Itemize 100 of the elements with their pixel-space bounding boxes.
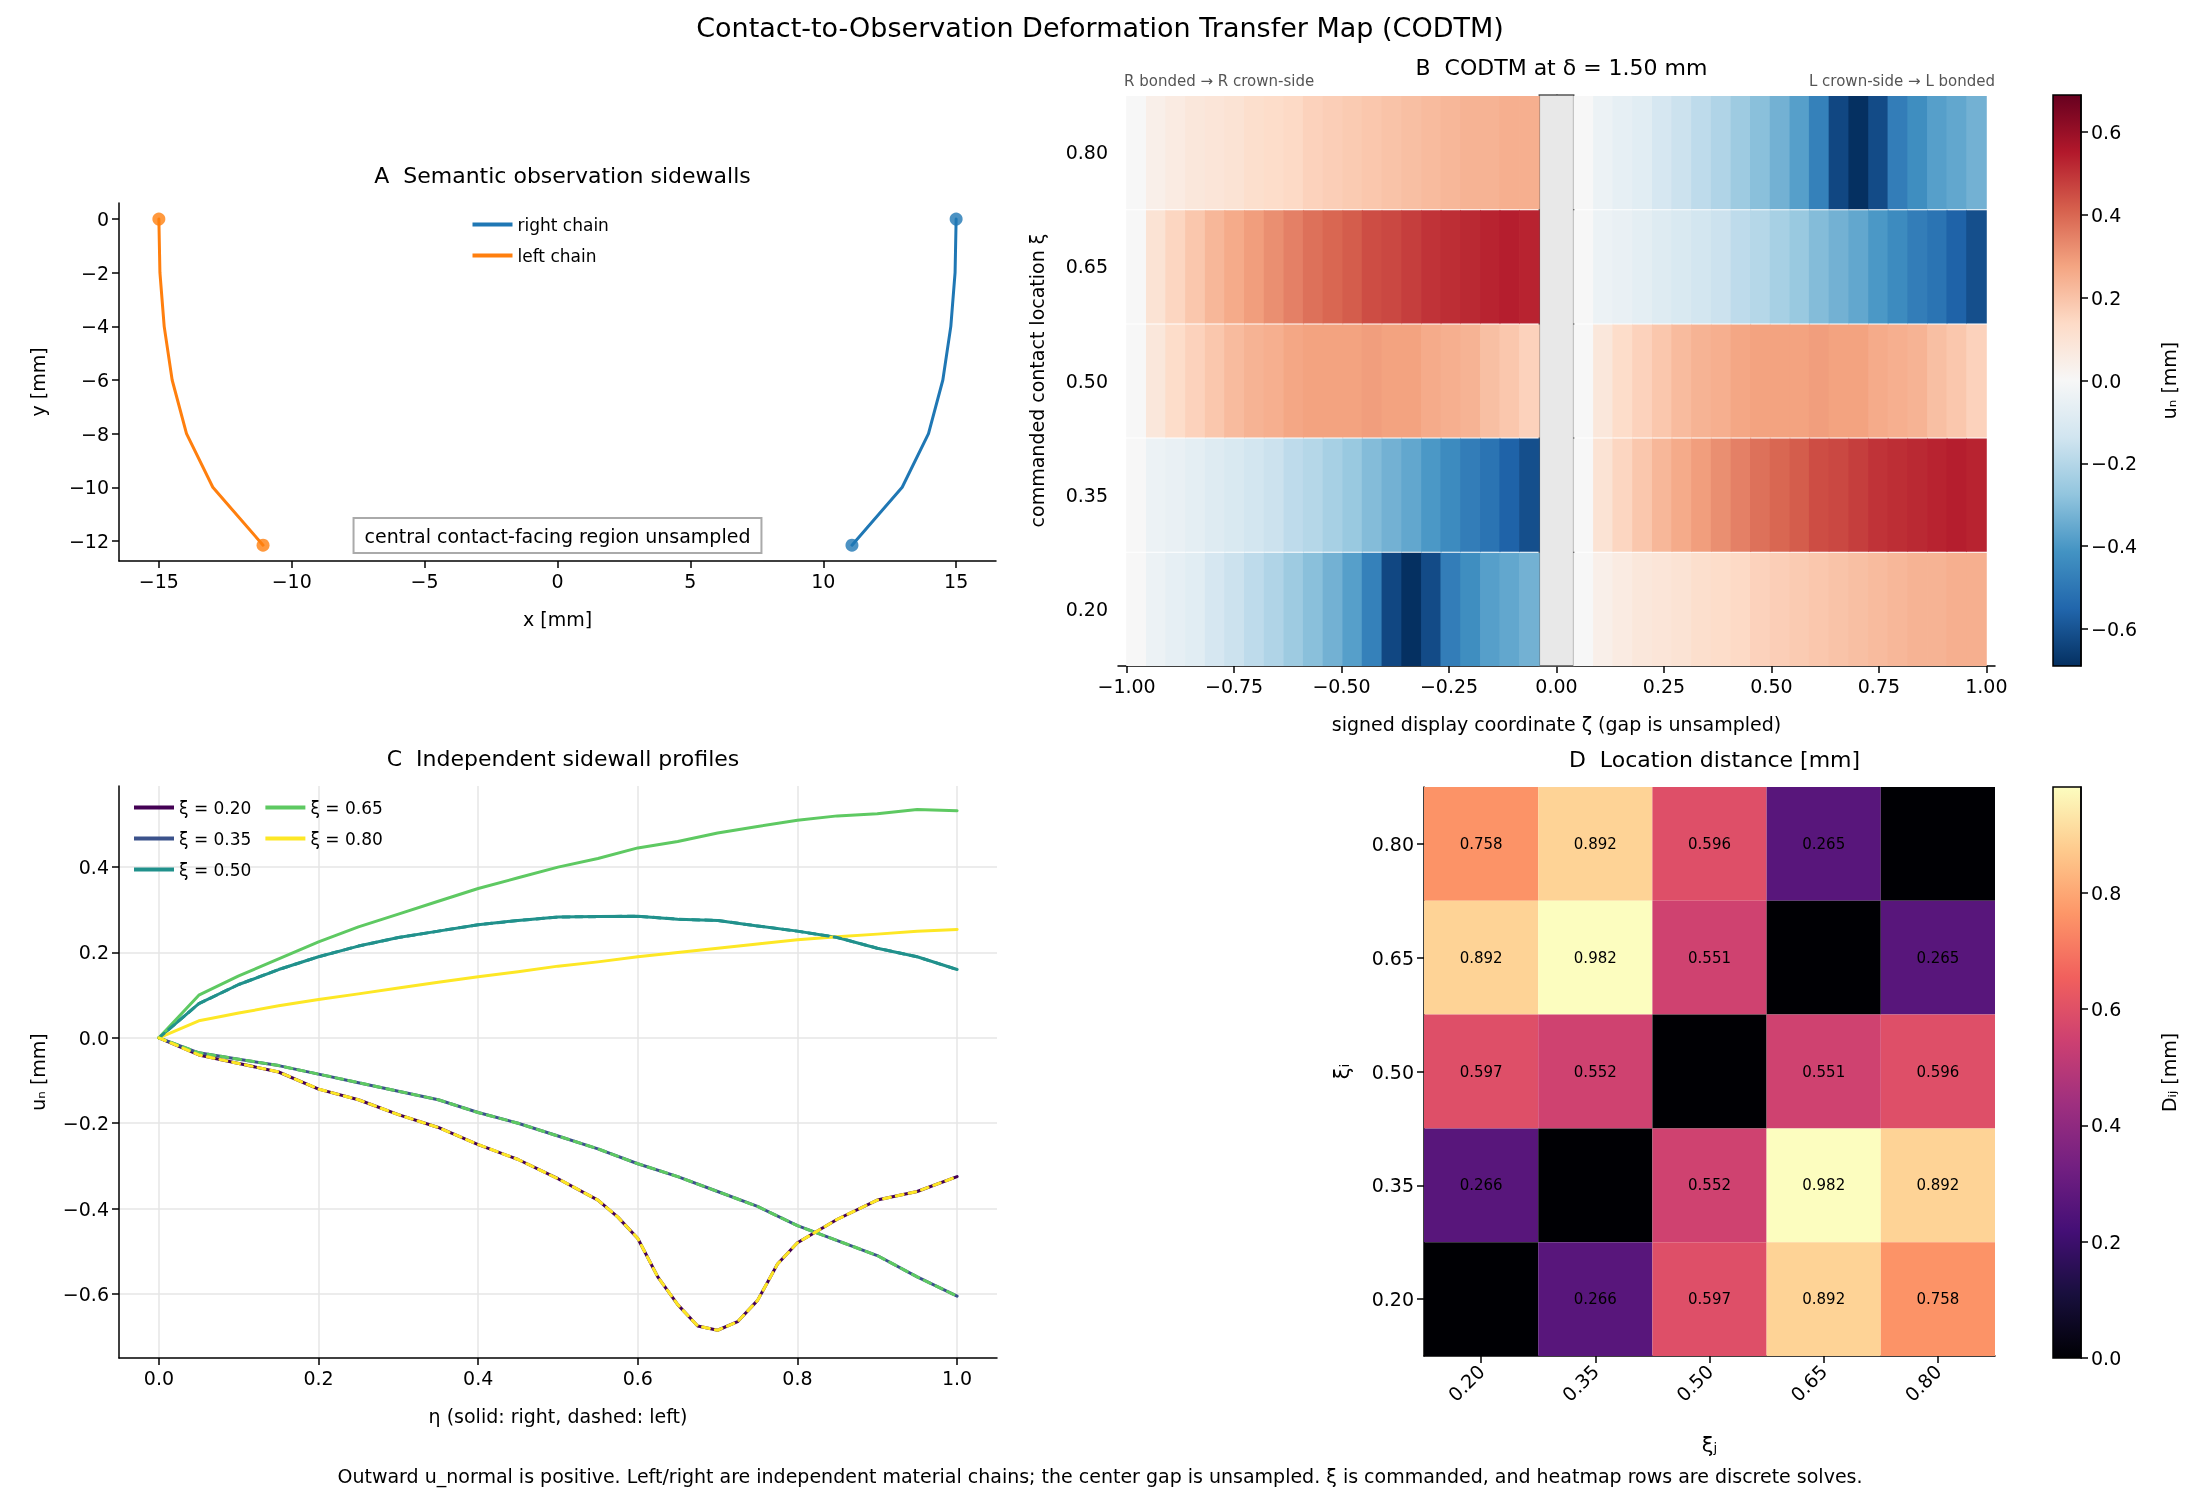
y-axis-title: y [mm] bbox=[26, 347, 49, 417]
data-label: 0.892 bbox=[1573, 834, 1617, 853]
legend-label: ξ = 0.80 bbox=[310, 828, 383, 849]
y-tick-label: −4 bbox=[80, 315, 109, 338]
color-bar-label: −0.6 bbox=[2091, 617, 2138, 640]
y-tick-label: −12 bbox=[68, 529, 109, 552]
x-axis-title: x [mm] bbox=[522, 607, 593, 630]
color-bar-label: 0.6 bbox=[2091, 121, 2122, 144]
x-tick-label: 1.00 bbox=[1965, 674, 2008, 697]
y-tick-label: −0.4 bbox=[62, 1197, 109, 1220]
legend-label: ξ = 0.20 bbox=[179, 797, 252, 818]
data-label: 0.982 bbox=[1573, 948, 1617, 967]
data-label: 0.552 bbox=[1688, 1176, 1731, 1195]
x-tick-label: 0.00 bbox=[1535, 674, 1578, 697]
y-tick-label: 0.35 bbox=[1371, 1174, 1414, 1197]
color-bar-title: uₙ [mm] bbox=[2157, 341, 2180, 420]
data-label: 0.265 bbox=[1916, 948, 1960, 967]
x-tick-label: 0.4 bbox=[463, 1366, 494, 1389]
data-label: 0.892 bbox=[1916, 1176, 1960, 1195]
chart-title: C Independent sidewall profiles bbox=[386, 745, 740, 771]
legend-label: right chain bbox=[517, 214, 609, 235]
data-label: 0.266 bbox=[1573, 1290, 1617, 1309]
y-axis-title: commanded contact location ξ bbox=[1025, 233, 1048, 528]
x-tick-label: 0.75 bbox=[1857, 674, 1901, 697]
color-bar-label: 0.2 bbox=[2091, 286, 2122, 309]
y-tick-label: 0.0 bbox=[78, 1026, 109, 1049]
text: L crown-side → L bonded bbox=[1808, 71, 1995, 90]
y-tick-label: 0.50 bbox=[1065, 369, 1108, 392]
y-tick-label: 0.50 bbox=[1371, 1060, 1414, 1083]
y-tick-label: −6 bbox=[80, 368, 109, 391]
x-tick-label: −15 bbox=[138, 569, 179, 592]
text: Outward u_normal is positive. Left/right are independent material chains; the center gap is unsampled. ξ is commanded, and heatmap rows are discrete solves. bbox=[336, 1465, 1864, 1487]
data-label: 0.596 bbox=[1916, 1062, 1960, 1081]
legend-label: ξ = 0.35 bbox=[179, 828, 252, 849]
legend-label: ξ = 0.65 bbox=[310, 797, 383, 818]
color-bar-title: Dᵢⱼ [mm] bbox=[2157, 1032, 2180, 1113]
annotation: central contact-facing region unsampled bbox=[364, 524, 751, 547]
data-label: 0.551 bbox=[1802, 1062, 1846, 1081]
data-label: 0.265 bbox=[1802, 834, 1846, 853]
text: R bonded → R crown-side bbox=[1124, 71, 1315, 90]
data-label: 0.266 bbox=[1459, 1176, 1503, 1195]
y-tick-label: −10 bbox=[68, 476, 109, 499]
data-label: 0.597 bbox=[1459, 1062, 1503, 1081]
data-label: 0.892 bbox=[1459, 948, 1503, 967]
data-label: 0.597 bbox=[1688, 1290, 1731, 1309]
y-axis-title: uₙ [mm] bbox=[26, 1033, 49, 1111]
y-tick-label: 0.65 bbox=[1371, 946, 1414, 969]
y-tick-label: 0.20 bbox=[1371, 1288, 1414, 1311]
x-axis-title: η (solid: right, dashed: left) bbox=[428, 1404, 688, 1427]
y-tick-label: 0 bbox=[96, 208, 109, 231]
x-tick-label: 0.0 bbox=[143, 1366, 175, 1389]
color-bar-label: −0.2 bbox=[2091, 452, 2138, 475]
data-label: 0.758 bbox=[1459, 834, 1503, 853]
color-bar-label: 0.8 bbox=[2091, 881, 2122, 904]
legend-label: ξ = 0.50 bbox=[179, 859, 252, 880]
chart-title: D Location distance [mm] bbox=[1568, 746, 1861, 772]
y-tick-label: 0.80 bbox=[1065, 141, 1108, 164]
x-tick-label: −10 bbox=[271, 569, 312, 592]
data-label: 0.596 bbox=[1688, 834, 1731, 853]
x-tick-label: 5 bbox=[684, 569, 697, 592]
color-bar-label: 0.0 bbox=[2091, 369, 2122, 392]
x-tick-label: 0.6 bbox=[622, 1366, 653, 1389]
x-tick-label: −0.50 bbox=[1312, 674, 1371, 697]
x-tick-label: 10 bbox=[811, 569, 836, 592]
color-bar-label: −0.4 bbox=[2091, 535, 2138, 558]
chart-title: B CODTM at δ = 1.50 mm bbox=[1415, 54, 1708, 80]
chart-title: A Semantic observation sidewalls bbox=[374, 162, 751, 188]
data-label: 0.551 bbox=[1688, 948, 1731, 967]
color-bar-label: 0.6 bbox=[2091, 998, 2122, 1021]
y-tick-label: 0.65 bbox=[1065, 255, 1108, 278]
x-tick-label: −0.25 bbox=[1419, 674, 1479, 697]
y-tick-label: 0.2 bbox=[78, 941, 109, 964]
x-tick-label: −5 bbox=[410, 569, 439, 592]
text: Contact-to-Observation Deformation Transfer Map (CODTM) bbox=[695, 12, 1505, 43]
x-tick-label: 0.8 bbox=[782, 1366, 813, 1389]
x-tick-label: 0 bbox=[551, 569, 564, 592]
legend-label: left chain bbox=[517, 245, 597, 266]
data-label: 0.892 bbox=[1802, 1290, 1846, 1309]
y-tick-label: 0.35 bbox=[1065, 483, 1108, 506]
color-bar-label: 0.2 bbox=[2091, 1230, 2122, 1253]
color-bar-label: 0.4 bbox=[2091, 1114, 2122, 1137]
x-tick-label: 1.0 bbox=[941, 1366, 973, 1389]
x-tick-label: 0.50 bbox=[1750, 674, 1793, 697]
x-axis-title: ξⱼ bbox=[1701, 1432, 1718, 1457]
y-tick-label: 0.4 bbox=[78, 856, 109, 879]
color-bar-label: 0.4 bbox=[2091, 203, 2122, 226]
y-tick-label: 0.20 bbox=[1065, 597, 1108, 620]
x-tick-label: −1.00 bbox=[1097, 674, 1156, 697]
y-tick-label: −8 bbox=[80, 422, 109, 445]
x-tick-label: 0.25 bbox=[1642, 674, 1686, 697]
y-tick-label: −0.6 bbox=[62, 1282, 109, 1305]
x-tick-label: 15 bbox=[944, 569, 969, 592]
x-tick-label: −0.75 bbox=[1204, 674, 1264, 697]
y-tick-label: 0.80 bbox=[1371, 832, 1414, 855]
x-axis-title: signed display coordinate ζ (gap is unsampled) bbox=[1331, 712, 1782, 735]
data-label: 0.758 bbox=[1916, 1290, 1960, 1309]
y-axis-title: ξᵢ bbox=[1329, 1063, 1354, 1080]
y-tick-label: −0.2 bbox=[62, 1112, 109, 1135]
data-label: 0.552 bbox=[1573, 1062, 1617, 1081]
x-tick-label: 0.2 bbox=[303, 1366, 334, 1389]
